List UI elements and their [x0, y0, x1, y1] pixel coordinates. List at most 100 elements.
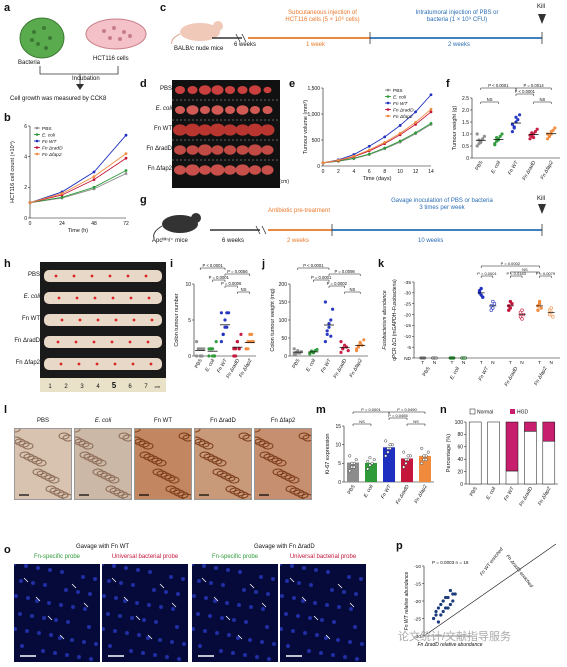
data-point [237, 347, 241, 351]
bar [347, 462, 359, 482]
gland [147, 455, 159, 463]
nucleus [82, 640, 86, 644]
y-tick-label: -15 [404, 323, 411, 329]
series-line-3 [322, 111, 432, 164]
data-point [329, 334, 333, 338]
enriched-wt-label: Fn WT enriched [479, 546, 505, 577]
gland [207, 455, 219, 463]
gland [202, 442, 214, 450]
gland [129, 425, 141, 433]
sig-bracket [510, 271, 540, 274]
fluorescence-image [278, 562, 366, 662]
tumour [247, 123, 263, 137]
nucleus [284, 612, 288, 616]
c-step2-a: Intratumoral injection of PBS or [415, 10, 499, 16]
gland [212, 468, 224, 476]
nucleus [325, 603, 329, 607]
data-point [528, 137, 532, 141]
gland [96, 470, 108, 478]
x-tick-label: E. coli [485, 485, 497, 501]
gland [289, 487, 301, 495]
tumour [187, 86, 198, 94]
nucleus [36, 566, 40, 570]
tumour-mark [129, 296, 133, 300]
nucleus [77, 655, 81, 659]
nucleus [25, 629, 29, 633]
gland [82, 442, 94, 450]
y-tick-label: -30 [414, 634, 421, 640]
sig-bracket [480, 275, 494, 278]
tumour [186, 105, 199, 115]
x-tick-label: Fn ΔradD [518, 486, 534, 508]
data-point [414, 131, 417, 135]
arrow-icon [83, 602, 89, 608]
g-mouse-label: Apcᴹⁱⁿ/⁺ mice [152, 238, 188, 244]
gland [92, 468, 104, 476]
legend-dot [35, 133, 39, 136]
tumour [248, 144, 262, 156]
nucleus [130, 616, 134, 620]
gland [164, 474, 176, 482]
y-axis-label: HCT116 cell count (×10⁴) [9, 141, 16, 203]
data-point [344, 345, 348, 349]
series-line-4 [322, 108, 432, 164]
data-point [315, 347, 319, 352]
gland [225, 485, 237, 493]
tumour [262, 106, 273, 114]
y-axis-label: Colon tumour weight (mg) [270, 288, 276, 351]
nucleus [254, 590, 258, 594]
data-point [448, 602, 452, 607]
data-point [475, 132, 479, 136]
x-tick-label: 6 [368, 169, 371, 175]
ihc-texture [9, 425, 74, 501]
sig-label: NS [522, 267, 528, 272]
tumour [175, 86, 185, 94]
nucleus [248, 638, 252, 642]
data-point [533, 130, 537, 134]
y-tick-label: 0 [284, 354, 287, 360]
sig-bracket [224, 285, 238, 288]
y-tick-label: 0 [338, 480, 341, 486]
gland [18, 440, 30, 448]
c-dur2: 2 weeks [448, 42, 471, 48]
y-tick-label: 1,000 [307, 112, 320, 118]
nucleus [296, 614, 300, 618]
g-step2-a: Gavage inoculation of PBS or bacteria [391, 198, 493, 204]
sig-label: P = 0.0163 [507, 271, 527, 276]
data-point [441, 599, 445, 603]
y-tick-label: 0 [460, 482, 463, 488]
data-point [124, 156, 128, 160]
nucleus [249, 605, 253, 609]
data-point [482, 134, 486, 138]
y-axis-label: Percentage (%) [446, 434, 452, 472]
arrow-icon [71, 583, 77, 589]
data-point [404, 461, 408, 465]
sig-label: P = 0.0001 [361, 407, 381, 412]
nucleus [242, 588, 246, 592]
bar-hgd [524, 421, 537, 432]
y-tick-label: 0 [24, 216, 27, 222]
x-tick-label: Fn Δfap2 [349, 358, 364, 379]
x-axis-label: Time (days) [363, 176, 392, 182]
data-point [227, 311, 231, 315]
ihc-texture [249, 425, 314, 501]
tumour-grid-svg [172, 85, 280, 176]
data-point [404, 458, 408, 462]
panel-e-label: e [289, 78, 296, 90]
sig-bracket [344, 291, 361, 294]
gland [91, 457, 103, 465]
tumour-mark [72, 274, 76, 278]
c-step1-a: Subcutaneous injection of [288, 10, 357, 16]
arrow-icon [111, 577, 117, 583]
nucleus [348, 640, 352, 644]
series-line-2 [322, 94, 432, 164]
tumour [223, 124, 237, 136]
tumour-mark [96, 318, 100, 322]
tumour-mark [90, 274, 94, 278]
ruler-unit: cm [155, 384, 161, 389]
data-point [446, 606, 450, 610]
nucleus [182, 642, 186, 646]
y-tick-label: 80 [457, 432, 463, 438]
data-point [209, 347, 213, 351]
nucleus [94, 642, 98, 646]
